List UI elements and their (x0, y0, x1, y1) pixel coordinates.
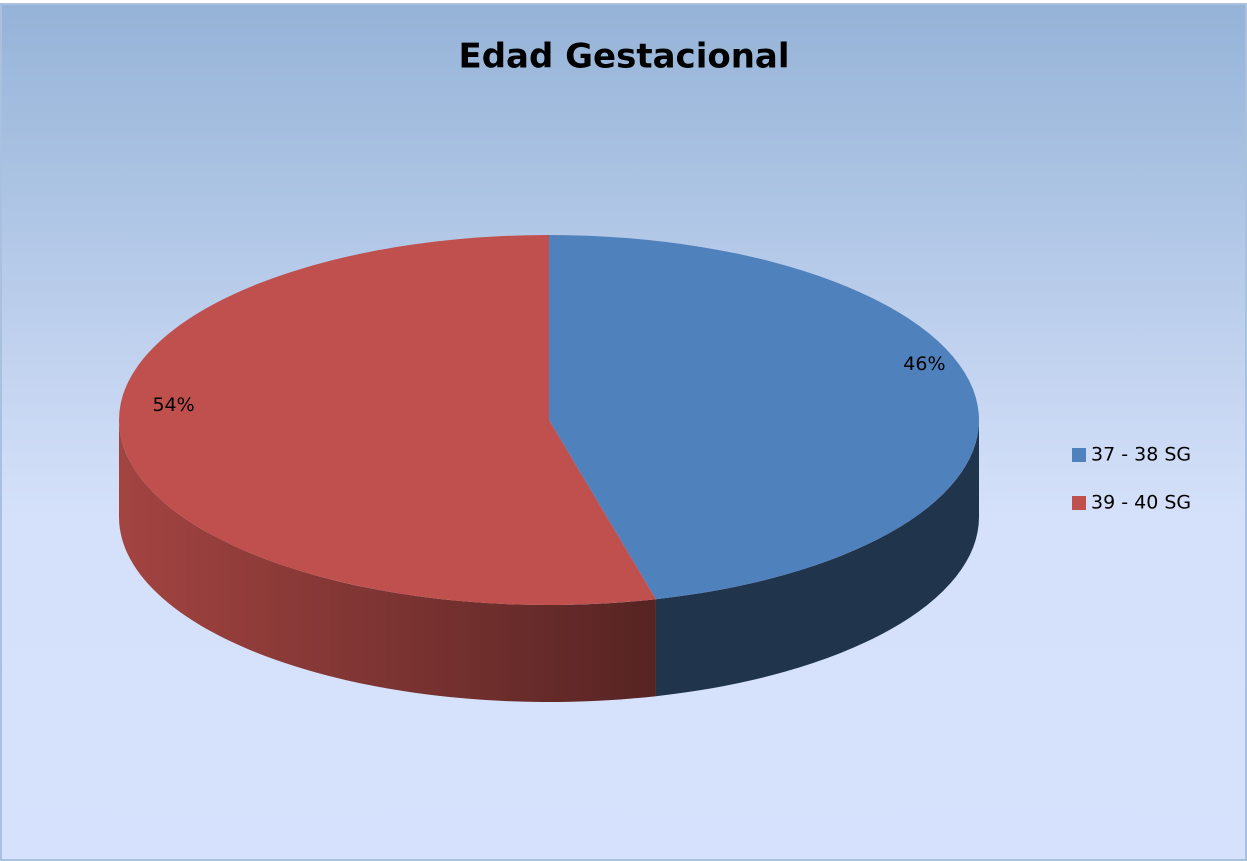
legend-label: 37 - 38 SG (1091, 444, 1191, 466)
slice (118, 235, 656, 605)
chart-title: Edad Gestacional (458, 37, 789, 77)
legend-label: 39 - 40 SG (1091, 492, 1191, 514)
legend-swatch (1072, 496, 1086, 510)
slice (549, 235, 979, 600)
data-label: 46% (903, 353, 945, 375)
legend: 37 - 38 SG 39 - 40 SG (1072, 444, 1191, 514)
legend-swatch (1072, 448, 1086, 462)
slice-side (655, 420, 979, 697)
data-label: 54% (152, 394, 194, 416)
slice-side (119, 420, 656, 702)
pie: 46% 54% (118, 235, 979, 702)
